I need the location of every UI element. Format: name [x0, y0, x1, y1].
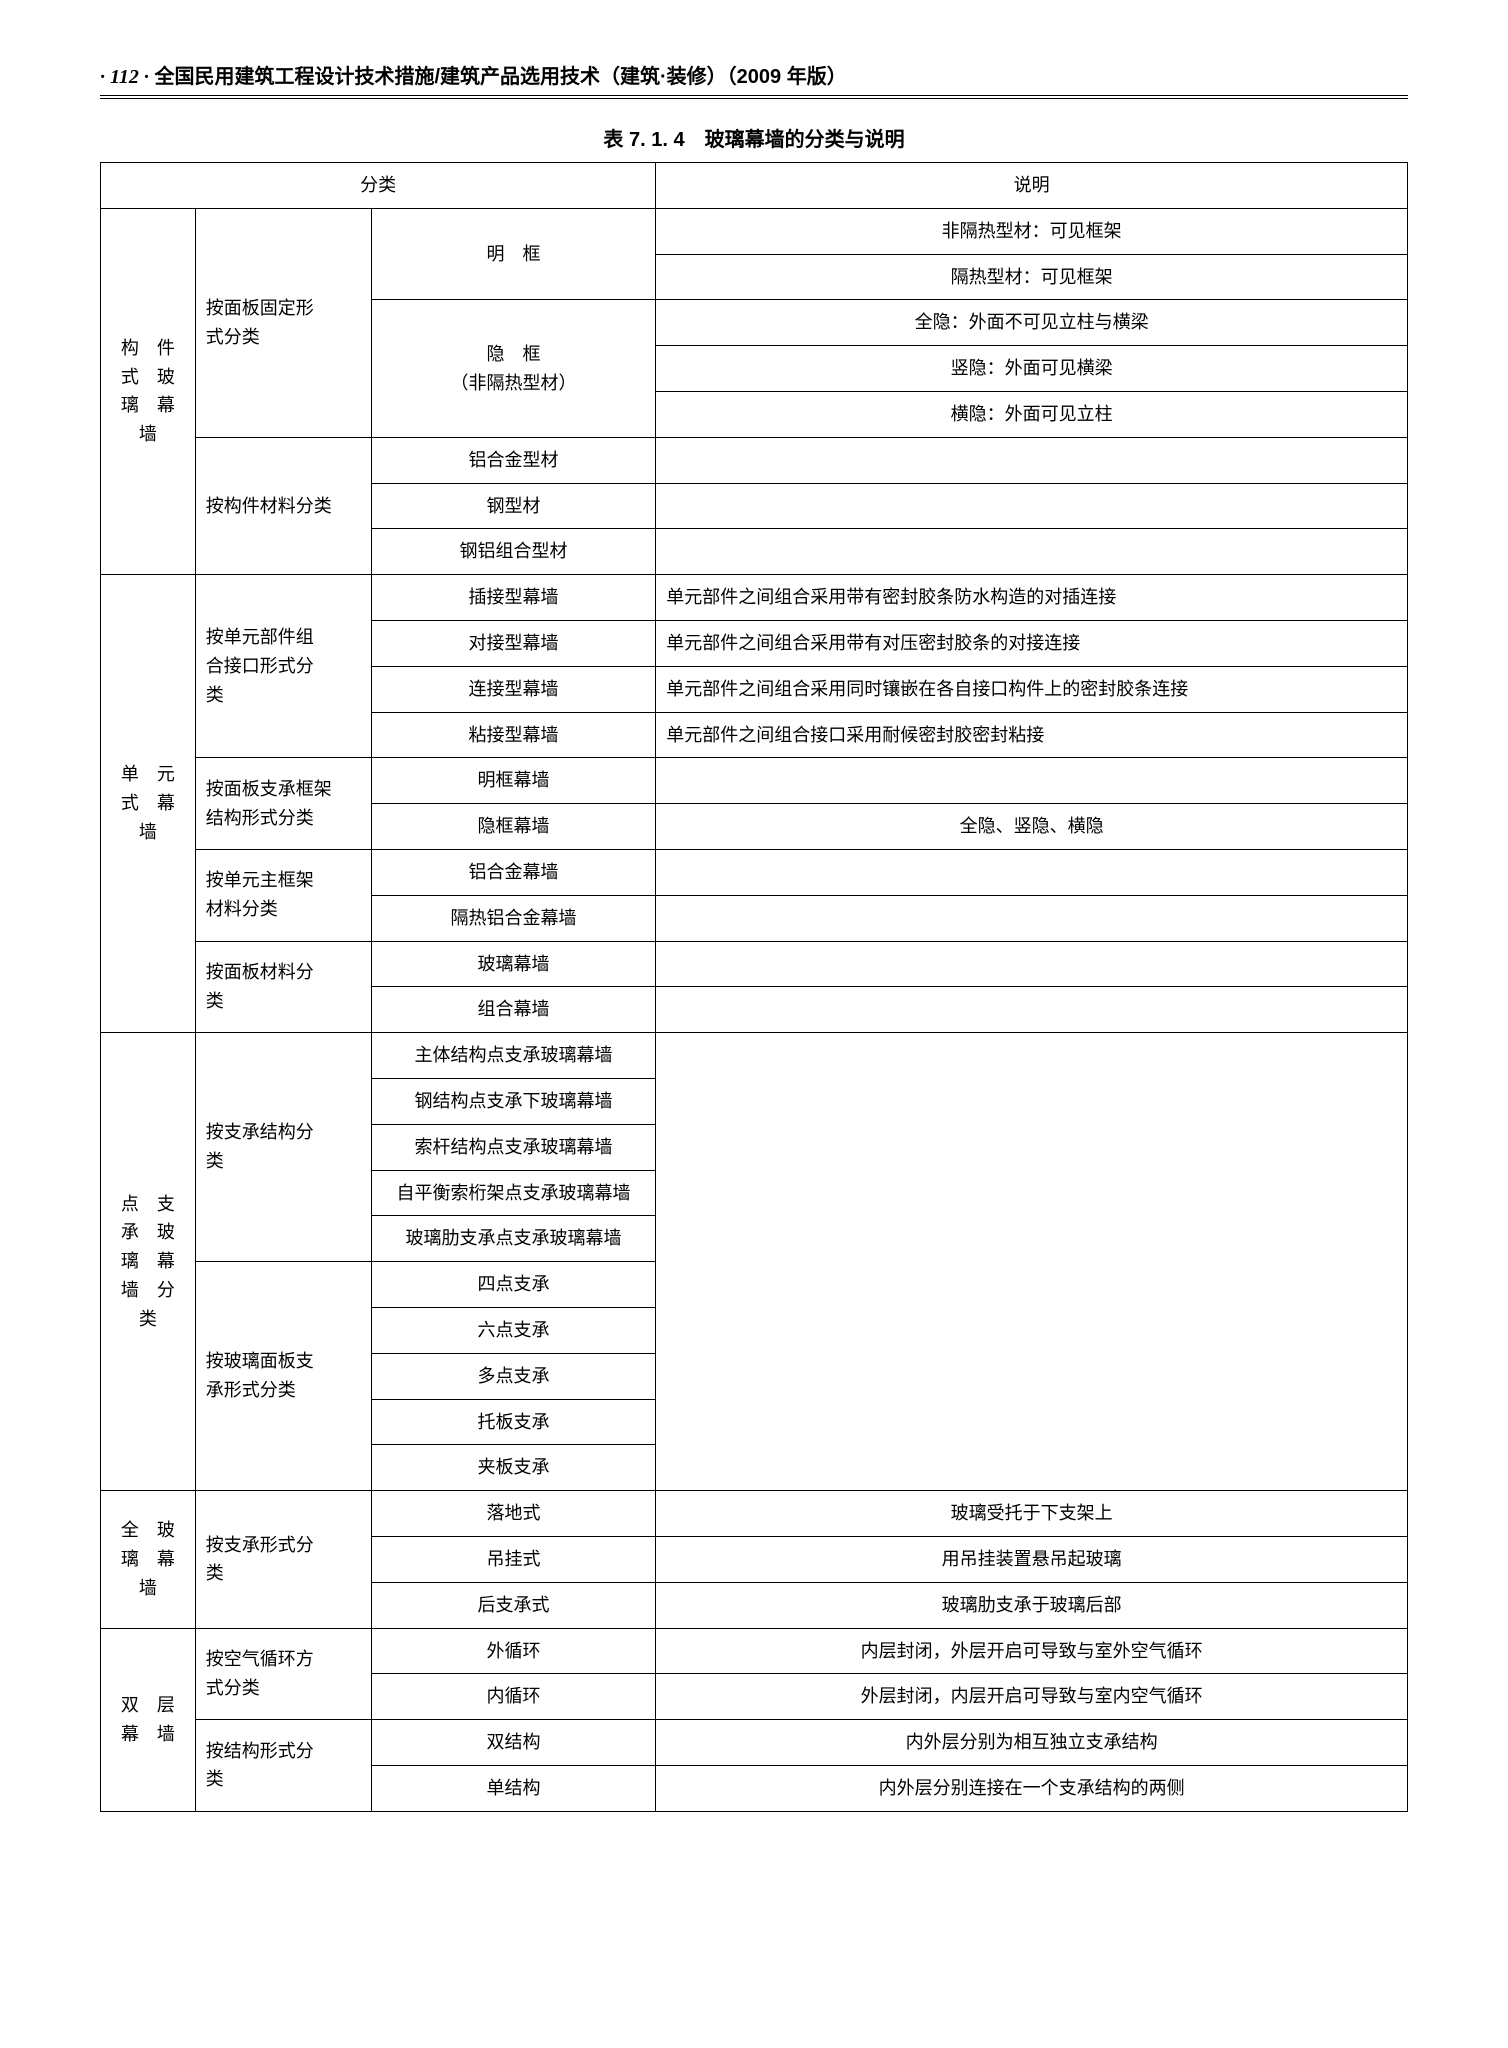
g5-r1a: 外循环 [371, 1628, 655, 1674]
g1-r4: 竖隐：外面可见横梁 [656, 346, 1408, 392]
g5-r4a: 单结构 [371, 1765, 655, 1811]
g3-r3: 索杆结构点支承玻璃幕墙 [371, 1124, 655, 1170]
g3-r10: 夹板支承 [371, 1445, 655, 1491]
g1-r1: 非隔热型材：可见框架 [656, 208, 1408, 254]
g2-r1b: 单元部件之间组合采用带有密封胶条防水构造的对插连接 [656, 575, 1408, 621]
g5-sub2: 按结构形式分 类 [195, 1720, 371, 1812]
g3-sub2: 按玻璃面板支 承形式分类 [195, 1262, 371, 1491]
g3-sub1: 按支承结构分 类 [195, 1033, 371, 1262]
g2-r5b [656, 758, 1408, 804]
g2-r3b: 单元部件之间组合采用同时镶嵌在各自接口构件上的密封胶条连接 [656, 666, 1408, 712]
g3-desc [656, 1033, 1408, 1491]
g3-r1: 主体结构点支承玻璃幕墙 [371, 1033, 655, 1079]
g5-r3a: 双结构 [371, 1720, 655, 1766]
g1-sub1: 按面板固定形 式分类 [195, 208, 371, 437]
g5-r2b: 外层封闭，内层开启可导致与室内空气循环 [656, 1674, 1408, 1720]
g5-r1b: 内层封闭，外层开启可导致与室外空气循环 [656, 1628, 1408, 1674]
g1-name: 构 件 式 玻 璃 幕 墙 [101, 208, 196, 574]
page-title: 全国民用建筑工程设计技术措施/建筑产品选用技术（建筑·装修）（2009 年版） [154, 66, 846, 88]
g1-r6: 铝合金型材 [371, 437, 655, 483]
g2-r4b: 单元部件之间组合接口采用耐候密封胶密封粘接 [656, 712, 1408, 758]
g3-r6: 四点支承 [371, 1262, 655, 1308]
g3-r5: 玻璃肋支承点支承玻璃幕墙 [371, 1216, 655, 1262]
g2-r2b: 单元部件之间组合采用带有对压密封胶条的对接连接 [656, 620, 1408, 666]
g2-sub3: 按单元主框架 材料分类 [195, 849, 371, 941]
g1-sub2: 按构件材料分类 [195, 437, 371, 574]
g4-name: 全 玻 璃 幕 墙 [101, 1491, 196, 1628]
page-number: · 112 · [100, 66, 149, 88]
g4-r1a: 落地式 [371, 1491, 655, 1537]
header-class: 分类 [101, 163, 656, 209]
g2-sub1: 按单元部件组 合接口形式分 类 [195, 575, 371, 758]
g1-r7: 钢型材 [371, 483, 655, 529]
g5-r4b: 内外层分别连接在一个支承结构的两侧 [656, 1765, 1408, 1811]
g2-r5a: 明框幕墙 [371, 758, 655, 804]
g1-sub1a: 明 框 [371, 208, 655, 300]
g2-name: 单 元 式 幕 墙 [101, 575, 196, 1033]
g2-r4a: 粘接型幕墙 [371, 712, 655, 758]
g2-r6a: 隐框幕墙 [371, 804, 655, 850]
g3-r8: 多点支承 [371, 1353, 655, 1399]
g4-r3b: 玻璃肋支承于玻璃后部 [656, 1582, 1408, 1628]
g3-r4: 自平衡索桁架点支承玻璃幕墙 [371, 1170, 655, 1216]
g4-r1b: 玻璃受托于下支架上 [656, 1491, 1408, 1537]
g3-name: 点 支 承 玻 璃 幕 墙 分 类 [101, 1033, 196, 1491]
g5-r3b: 内外层分别为相互独立支承结构 [656, 1720, 1408, 1766]
g2-r6b: 全隐、竖隐、横隐 [656, 804, 1408, 850]
g2-r8a: 隔热铝合金幕墙 [371, 895, 655, 941]
g2-r7a: 铝合金幕墙 [371, 849, 655, 895]
g2-r9a: 玻璃幕墙 [371, 941, 655, 987]
g3-r7: 六点支承 [371, 1307, 655, 1353]
g5-name: 双 层 幕 墙 [101, 1628, 196, 1811]
g1-r5: 横隐：外面可见立柱 [656, 391, 1408, 437]
g3-r9: 托板支承 [371, 1399, 655, 1445]
g1-r3: 全隐：外面不可见立柱与横梁 [656, 300, 1408, 346]
g2-sub4: 按面板材料分 类 [195, 941, 371, 1033]
g2-r10a: 组合幕墙 [371, 987, 655, 1033]
g4-r3a: 后支承式 [371, 1582, 655, 1628]
g3-r2: 钢结构点支承下玻璃幕墙 [371, 1078, 655, 1124]
page-header: · 112 · 全国民用建筑工程设计技术措施/建筑产品选用技术（建筑·装修）（2… [100, 60, 1408, 99]
g5-r2a: 内循环 [371, 1674, 655, 1720]
g2-sub2: 按面板支承框架 结构形式分类 [195, 758, 371, 850]
g4-r2a: 吊挂式 [371, 1536, 655, 1582]
g1-r8: 钢铝组合型材 [371, 529, 655, 575]
g2-r2a: 对接型幕墙 [371, 620, 655, 666]
classification-table: 分类 说明 构 件 式 玻 璃 幕 墙 按面板固定形 式分类 明 框 非隔热型材… [100, 162, 1408, 1812]
g2-r1a: 插接型幕墙 [371, 575, 655, 621]
g1-r6-desc [656, 437, 1408, 483]
g5-sub1: 按空气循环方 式分类 [195, 1628, 371, 1720]
g4-r2b: 用吊挂装置悬吊起玻璃 [656, 1536, 1408, 1582]
g1-sub1b: 隐 框 （非隔热型材） [371, 300, 655, 437]
g1-r2: 隔热型材：可见框架 [656, 254, 1408, 300]
table-caption: 表 7. 1. 4 玻璃幕墙的分类与说明 [100, 123, 1408, 152]
g2-r3a: 连接型幕墙 [371, 666, 655, 712]
header-desc: 说明 [656, 163, 1408, 209]
g4-sub1: 按支承形式分 类 [195, 1491, 371, 1628]
